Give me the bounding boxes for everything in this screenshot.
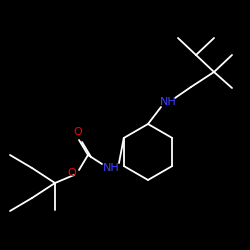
Text: NH: NH	[103, 163, 120, 173]
Text: O: O	[68, 168, 76, 178]
Text: O: O	[74, 127, 82, 137]
Text: NH: NH	[160, 97, 176, 107]
